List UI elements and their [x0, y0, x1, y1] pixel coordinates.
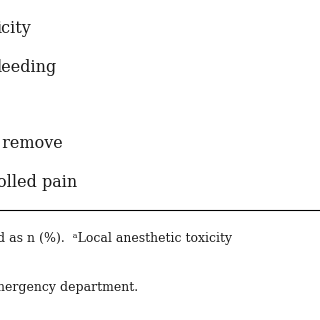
- Text: remove: remove: [0, 135, 62, 153]
- Text: icity: icity: [0, 20, 32, 37]
- Text: olled pain: olled pain: [0, 174, 77, 191]
- Text: nergency department.: nergency department.: [0, 282, 138, 294]
- Text: d as n (%).  ᵃLocal anesthetic toxicity: d as n (%). ᵃLocal anesthetic toxicity: [0, 232, 232, 245]
- Text: leeding: leeding: [0, 59, 57, 76]
